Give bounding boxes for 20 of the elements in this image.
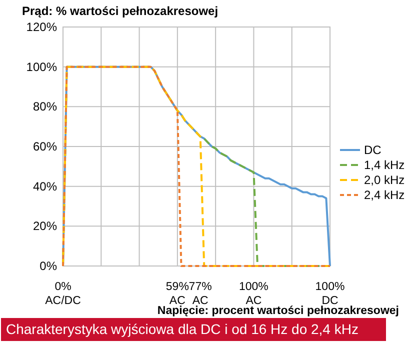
y-tick-label: 0% [40, 259, 58, 273]
x-tick-label: 59% AC [166, 281, 189, 307]
legend-label: DC [364, 143, 382, 157]
x-tick-label: 0% AC/DC [45, 281, 81, 307]
y-tick-label: 100% [26, 60, 58, 74]
legend-label: 1,4 kHz [364, 158, 405, 172]
x-tick-label: 77% AC [188, 281, 212, 307]
x-tick-label: 100% AC [239, 281, 268, 307]
x-axis-title: Napięcie: procent wartości pełnozakresowej [157, 305, 399, 317]
legend-label: 2,0 kHz [364, 173, 405, 187]
legend-label: 2,4 kHz [364, 188, 405, 202]
y-tick-label: 120% [26, 20, 58, 34]
y-tick-label: 60% [32, 140, 58, 154]
x-tick-label: 100% DC [315, 281, 345, 307]
y-tick-label: 40% [32, 179, 58, 194]
line-series [62, 66, 331, 267]
chart-title: Prąd: % wartości pełnozakresowej [22, 4, 218, 18]
y-tick-label: 20% [32, 219, 58, 234]
y-tick-label: 80% [32, 100, 58, 114]
text: Charakterystyka wyjściowa dla DC i od 16 Hz do 2,4 kHz [6, 321, 358, 337]
